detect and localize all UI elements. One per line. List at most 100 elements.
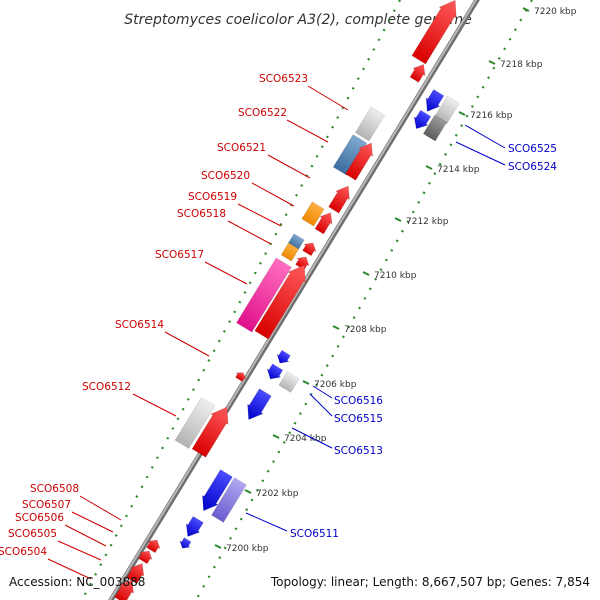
gene-label-forward: SCO6514: [115, 319, 164, 331]
scale-label: 7210 kbp: [374, 271, 417, 281]
gene-label-reverse: SCO6515: [334, 413, 383, 425]
scale-tick: [488, 60, 496, 65]
gene-label-forward: SCO6522: [238, 107, 287, 119]
scale-label: 7220 kbp: [534, 7, 577, 17]
gene-pointer: [312, 385, 333, 399]
gene-feature: [114, 579, 134, 600]
gene-pointer: [455, 141, 506, 166]
gene-label-reverse: SCO6516: [334, 395, 383, 407]
map-title: Streptomyces coelicolor A3(2), complete …: [124, 12, 472, 28]
gene-pointer: [57, 540, 102, 561]
gene-pointer: [251, 182, 295, 207]
gene-feature: [202, 469, 233, 512]
gene-feature: [185, 515, 204, 537]
gene-feature: [278, 371, 300, 393]
gene-features: [114, 0, 460, 600]
gene-feature: [425, 89, 445, 112]
gene-feature: [411, 0, 457, 65]
gene-pointer: [204, 261, 248, 285]
scale-label: 7218 kbp: [500, 60, 543, 70]
gene-label-forward: SCO6521: [217, 142, 266, 154]
gene-feature: [146, 539, 161, 554]
gene-feature: [328, 185, 350, 214]
gene-label-forward: SCO6523: [259, 73, 308, 85]
scale-tick: [394, 217, 402, 222]
scale-dotted-line: [81, 0, 401, 600]
gene-labels: SCO6523 SCO6522 SCO6521 SCO6520 SCO6519 SCO65…: [0, 73, 557, 580]
gene-pointer: [291, 427, 333, 449]
gene-pointer: [164, 331, 210, 357]
gene-feature: [236, 257, 292, 333]
scale-tick: [458, 111, 466, 116]
scale-tick: [244, 489, 252, 494]
accession-text: Accession: NC_003888: [9, 575, 145, 589]
gene-pointer: [132, 393, 177, 417]
gene-feature: [266, 363, 284, 380]
gene-feature: [302, 242, 317, 257]
scale-labels: 7200 kbp 7202 kbp 7204 kbp 7206 kbp 7208 kbp…: [214, 7, 577, 554]
scale-dotted-lines: [81, 0, 533, 600]
gene-pointer: [237, 203, 282, 227]
gene-label-forward: SCO6512: [82, 381, 131, 393]
scale-label: 7216 kbp: [470, 111, 513, 121]
gene-pointer: [47, 558, 92, 580]
scale-label: 7212 kbp: [406, 217, 449, 227]
gene-label-reverse: SCO6511: [290, 528, 339, 540]
gene-pointer: [64, 524, 107, 547]
gene-feature: [247, 388, 272, 421]
gene-pointer: [307, 85, 349, 111]
gene-label-reverse: SCO6524: [508, 161, 557, 173]
scale-label: 7202 kbp: [256, 489, 299, 499]
gene-feature: [191, 406, 229, 458]
gene-label-reverse: SCO6513: [334, 445, 383, 457]
gene-pointer: [286, 119, 329, 143]
gene-pointer: [267, 154, 311, 179]
gene-pointer: [71, 511, 114, 533]
gene-label-forward: SCO6508: [30, 483, 79, 495]
gene-label-forward: SCO6507: [22, 499, 71, 511]
scale-label: 7206 kbp: [314, 380, 357, 390]
scale-dotted-line: [195, 0, 533, 600]
gene-feature: [280, 242, 300, 262]
scale-label: 7214 kbp: [437, 165, 480, 175]
gene-feature: [345, 142, 373, 181]
gene-label-forward: SCO6520: [201, 170, 250, 182]
gene-label-forward: SCO6506: [15, 512, 64, 524]
gene-label-forward: SCO6517: [155, 249, 204, 261]
genome-summary-text: Topology: linear; Length: 8,667,507 bp; …: [270, 575, 590, 589]
gene-feature: [179, 537, 192, 549]
scale-tick: [362, 271, 370, 276]
gene-feature: [413, 109, 432, 130]
scale-label: 7204 kbp: [284, 434, 327, 444]
gene-label-forward: SCO6519: [188, 191, 237, 203]
gene-feature: [354, 106, 386, 142]
scale-tick: [522, 7, 530, 12]
gene-feature: [234, 372, 247, 382]
gene-pointer: [227, 220, 272, 245]
genome-backbone: [108, 0, 480, 600]
gene-feature: [314, 212, 333, 235]
gene-feature: [211, 477, 247, 523]
scale-tick: [425, 165, 433, 170]
gene-pointer: [464, 124, 506, 149]
gene-feature: [422, 114, 448, 142]
gene-pointer: [79, 495, 122, 521]
gene-pointer: [245, 512, 288, 532]
gene-feature: [276, 349, 291, 364]
gene-feature: [409, 63, 426, 83]
gene-feature: [138, 550, 153, 565]
scale-label: 7200 kbp: [226, 544, 269, 554]
gene-label-reverse: SCO6525: [508, 143, 557, 155]
gene-pointer: [309, 393, 333, 417]
scale-tick: [332, 325, 340, 330]
gene-feature: [301, 201, 325, 227]
gene-label-forward: SCO6505: [8, 528, 57, 540]
scale-tick: [214, 544, 222, 549]
scale-tick: [272, 434, 280, 439]
gene-label-forward: SCO6518: [177, 208, 226, 220]
gene-label-forward: SCO6504: [0, 546, 47, 558]
scale-tick: [302, 380, 310, 385]
scale-label: 7208 kbp: [344, 325, 387, 335]
gene-feature: [174, 397, 216, 449]
